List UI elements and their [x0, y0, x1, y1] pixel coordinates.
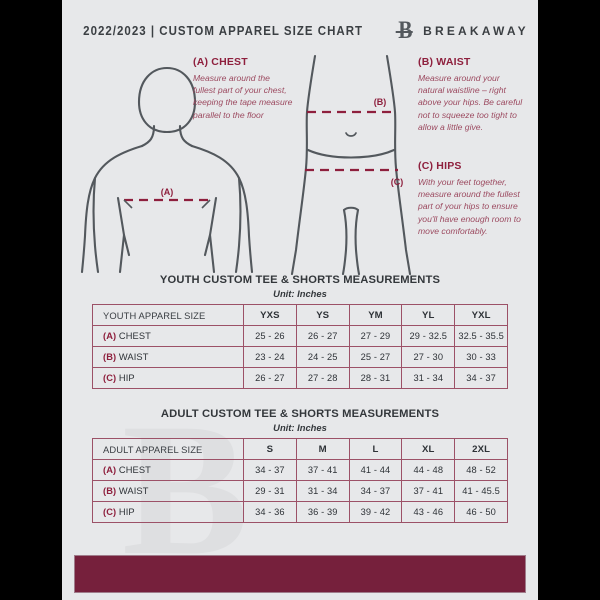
adult-hip-2xl: 46 - 50 [454, 501, 508, 523]
youth-table-unit: Unit: Inches [273, 288, 327, 299]
breakaway-b-logo-icon: B [396, 17, 413, 44]
youth-hip-yxs: 26 - 27 [243, 367, 297, 389]
table-row: (B) WAIST 23 - 24 24 - 25 25 - 27 27 - 3… [92, 346, 508, 368]
youth-waist-yxl: 30 - 33 [454, 346, 508, 368]
row-tag: (A) [103, 331, 117, 341]
adult-size-header-2: L [348, 438, 403, 460]
chest-marker-label: (A) [161, 187, 174, 197]
youth-row-label-hip: (C) HIP [92, 367, 244, 389]
adult-chest-m: 37 - 41 [295, 459, 350, 481]
brand-name: BREAKAWAY [423, 23, 529, 38]
table-row: (B) WAIST 29 - 31 31 - 34 34 - 37 37 - 4… [92, 480, 508, 502]
row-tag: (A) [103, 465, 117, 475]
youth-waist-ys: 24 - 25 [295, 346, 350, 368]
adult-size-header-4: 2XL [454, 438, 508, 460]
row-label: CHEST [118, 465, 151, 475]
youth-hip-ym: 28 - 31 [348, 367, 403, 389]
waist-callout-body: Measure around your natural waistline – … [418, 73, 523, 132]
page-title: 2022/2023 | CUSTOM APPAREL SIZE CHART [83, 23, 364, 38]
youth-hip-ys: 27 - 28 [295, 367, 350, 389]
youth-row-label-waist: (B) WAIST [92, 346, 244, 368]
adult-row-label-hip: (C) HIP [92, 501, 244, 523]
adult-header-label: ADULT APPAREL SIZE [92, 438, 244, 460]
table-header-row: ADULT APPAREL SIZE S M L XL 2XL [92, 438, 508, 460]
size-chart-page: B 2022/2023 | CUSTOM APPAREL SIZE CHART … [62, 0, 538, 600]
table-row: (C) HIP 34 - 36 36 - 39 39 - 42 43 - 46 … [92, 501, 508, 523]
youth-hip-yxl: 34 - 37 [454, 367, 508, 389]
youth-chest-ym: 27 - 29 [348, 325, 403, 347]
adult-chest-xl: 44 - 48 [401, 459, 456, 481]
youth-measurements-section: YOUTH CUSTOM TEE & SHORTS MEASUREMENTS U… [92, 274, 508, 389]
table-header-row: YOUTH APPAREL SIZE YXS YS YM YL YXL [92, 304, 508, 326]
row-label: WAIST [118, 486, 149, 496]
youth-size-header-2: YM [348, 304, 403, 326]
row-label: HIP [118, 507, 135, 517]
adult-hip-xl: 43 - 46 [401, 501, 456, 523]
adult-table-unit: Unit: Inches [273, 422, 327, 433]
youth-size-table: YOUTH APPAREL SIZE YXS YS YM YL YXL (A) … [92, 304, 508, 389]
adult-hip-s: 34 - 36 [243, 501, 297, 523]
row-label: HIP [118, 373, 135, 383]
chest-callout-title: (A) CHEST [193, 56, 248, 68]
adult-hip-m: 36 - 39 [295, 501, 350, 523]
adult-row-label-chest: (A) CHEST [92, 459, 244, 481]
adult-waist-2xl: 41 - 45.5 [454, 480, 508, 502]
table-row: (A) CHEST 25 - 26 26 - 27 27 - 29 29 - 3… [92, 325, 508, 347]
youth-size-header-3: YL [401, 304, 456, 326]
chest-callout-body: Measure around the fullest part of your … [193, 73, 293, 120]
row-tag: (C) [103, 507, 117, 517]
youth-chest-yl: 29 - 32.5 [401, 325, 456, 347]
measurement-diagram: (A) (B) [62, 50, 538, 275]
adult-row-label-waist: (B) WAIST [92, 480, 244, 502]
hips-callout-title: (C) HIPS [418, 160, 462, 172]
adult-waist-m: 31 - 34 [295, 480, 350, 502]
youth-waist-yl: 27 - 30 [401, 346, 456, 368]
youth-size-header-0: YXS [243, 304, 297, 326]
row-label: WAIST [118, 352, 149, 362]
youth-waist-ym: 25 - 27 [348, 346, 403, 368]
footer-accent-bar [74, 555, 526, 593]
table-row: (C) HIP 26 - 27 27 - 28 28 - 31 31 - 34 … [92, 367, 508, 389]
adult-chest-l: 41 - 44 [348, 459, 403, 481]
youth-waist-yxs: 23 - 24 [243, 346, 297, 368]
youth-header-label: YOUTH APPAREL SIZE [92, 304, 244, 326]
youth-chest-ys: 26 - 27 [295, 325, 350, 347]
adult-waist-s: 29 - 31 [243, 480, 297, 502]
row-tag: (B) [103, 352, 117, 362]
table-row: (A) CHEST 34 - 37 37 - 41 41 - 44 44 - 4… [92, 459, 508, 481]
body-figures-svg: (A) (B) [80, 54, 412, 275]
adult-size-header-3: XL [401, 438, 456, 460]
adult-waist-xl: 37 - 41 [401, 480, 456, 502]
chest-measure-line [123, 198, 211, 209]
hips-marker-label: (C) [391, 177, 404, 187]
youth-row-label-chest: (A) CHEST [92, 325, 244, 347]
youth-size-header-4: YXL [454, 304, 508, 326]
adult-measurements-section: ADULT CUSTOM TEE & SHORTS MEASUREMENTS U… [92, 408, 508, 523]
waist-callout-title: (B) WAIST [418, 56, 471, 68]
row-tag: (C) [103, 373, 117, 383]
adult-table-title: ADULT CUSTOM TEE & SHORTS MEASUREMENTS [160, 408, 440, 420]
adult-size-header-1: M [295, 438, 350, 460]
youth-hip-yl: 31 - 34 [401, 367, 456, 389]
page-header: 2022/2023 | CUSTOM APPAREL SIZE CHART B … [62, 18, 538, 43]
youth-size-header-1: YS [295, 304, 350, 326]
adult-chest-2xl: 48 - 52 [454, 459, 508, 481]
adult-hip-l: 39 - 42 [348, 501, 403, 523]
youth-table-title: YOUTH CUSTOM TEE & SHORTS MEASUREMENTS [159, 274, 441, 286]
lower-body-hips-illustration [290, 54, 412, 275]
adult-waist-l: 34 - 37 [348, 480, 403, 502]
adult-chest-s: 34 - 37 [243, 459, 297, 481]
row-tag: (B) [103, 486, 117, 496]
row-label: CHEST [118, 331, 151, 341]
youth-chest-yxs: 25 - 26 [243, 325, 297, 347]
youth-chest-yxl: 32.5 - 35.5 [454, 325, 508, 347]
upper-body-torso-illustration [80, 66, 254, 274]
adult-size-header-0: S [243, 438, 297, 460]
brand-logo-group: B BREAKAWAY [396, 17, 529, 44]
adult-size-table: ADULT APPAREL SIZE S M L XL 2XL (A) CHES… [92, 438, 508, 523]
hips-callout-body: With your feet together, measure around … [418, 177, 521, 236]
waist-marker-label: (B) [374, 97, 387, 107]
